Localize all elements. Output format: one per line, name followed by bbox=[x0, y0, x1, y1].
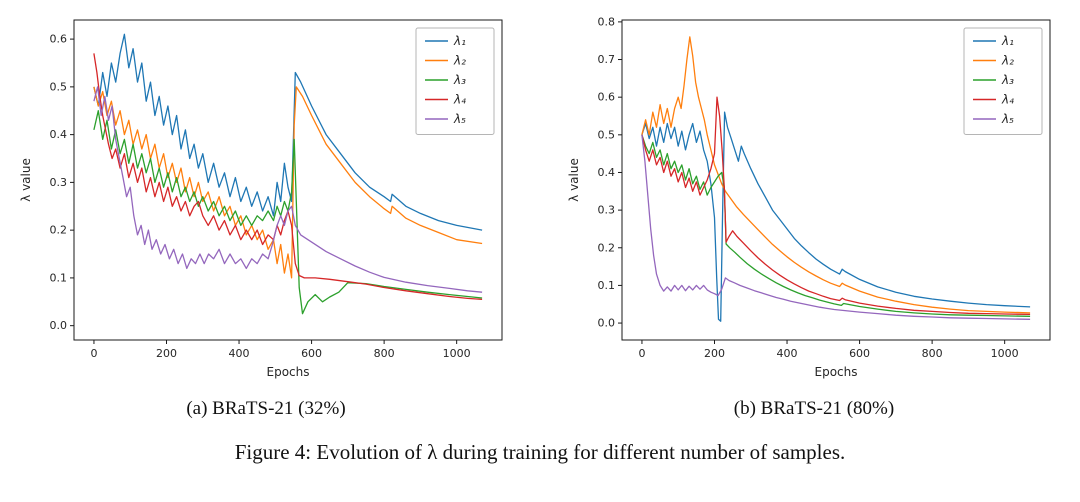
subcaption-b: (b) BRaTS-21 (80%) bbox=[733, 398, 895, 419]
y-tick-label: 0.5 bbox=[598, 128, 616, 141]
legend-label: λ₅ bbox=[1001, 112, 1014, 126]
y-tick-label: 0.0 bbox=[598, 317, 616, 330]
y-tick-label: 0.6 bbox=[50, 33, 68, 46]
series-line-4 bbox=[93, 53, 483, 301]
legend-label: λ₁ bbox=[1001, 34, 1014, 48]
y-tick-label: 0.5 bbox=[50, 80, 68, 93]
series-line-2 bbox=[93, 86, 483, 279]
x-tick-label: 200 bbox=[156, 347, 177, 360]
series-line-5 bbox=[641, 134, 1031, 320]
x-tick-label: 600 bbox=[301, 347, 322, 360]
x-tick-label: 200 bbox=[704, 347, 725, 360]
y-tick-label: 0.2 bbox=[50, 224, 68, 237]
x-tick-label: 400 bbox=[777, 347, 798, 360]
figures-row: 0 200 400 600 800 1000 0.0 0.1 0.2 0.3 0.4 0.5 0.6 Ep… bbox=[0, 8, 1080, 420]
y-tick-label: 0.6 bbox=[598, 91, 616, 104]
legend-box bbox=[963, 27, 1043, 135]
legend-label: λ₂ bbox=[1001, 54, 1014, 68]
x-tick-label: 1000 bbox=[443, 347, 471, 360]
x-tick-label: 800 bbox=[374, 347, 395, 360]
x-tick-label: 1000 bbox=[991, 347, 1019, 360]
legend-label: λ₃ bbox=[453, 73, 466, 87]
y-tick-label: 0.0 bbox=[50, 319, 68, 332]
y-tick-label: 0.1 bbox=[50, 271, 68, 284]
line-chart-b: 0 200 400 600 800 1000 0.0 0.1 0.2 0.3 0.4 0.5 0.6 0.… bbox=[567, 15, 1051, 379]
subfigure-b: 0 200 400 600 800 1000 0.0 0.1 0.2 0.3 0.4 0.5 0.6 0.… bbox=[564, 8, 1064, 420]
x-axis-label: Epochs bbox=[267, 365, 310, 379]
x-tick-label: 800 bbox=[922, 347, 943, 360]
series-line-4 bbox=[641, 96, 1031, 316]
series-line-3 bbox=[93, 110, 483, 315]
legend-label: λ₄ bbox=[1001, 93, 1014, 107]
line-chart-a: 0 200 400 600 800 1000 0.0 0.1 0.2 0.3 0.4 0.5 0.6 Ep… bbox=[19, 19, 503, 379]
x-tick-label: 400 bbox=[229, 347, 250, 360]
legend-label: λ₂ bbox=[453, 54, 466, 68]
series-line-1 bbox=[93, 33, 483, 231]
series-line-3 bbox=[641, 134, 1031, 317]
x-tick-label: 0 bbox=[90, 347, 97, 360]
series-line-1 bbox=[641, 111, 1031, 322]
subcaption-a: (a) BRaTS-21 (32%) bbox=[186, 398, 346, 419]
y-tick-label: 0.1 bbox=[598, 279, 616, 292]
y-tick-label: 0.7 bbox=[598, 53, 616, 66]
y-tick-label: 0.3 bbox=[598, 204, 616, 217]
y-axis-label: λ value bbox=[19, 158, 33, 202]
legend-label: λ₄ bbox=[453, 93, 466, 107]
series-line-2 bbox=[641, 36, 1031, 314]
figure-caption: Figure 4: Evolution of λ during training… bbox=[234, 440, 846, 464]
y-tick-label: 0.4 bbox=[50, 128, 68, 141]
x-tick-label: 0 bbox=[638, 347, 645, 360]
x-axis-label: Epochs bbox=[815, 365, 858, 379]
legend-box bbox=[415, 27, 495, 135]
x-tick-label: 600 bbox=[849, 347, 870, 360]
legend-label: λ₃ bbox=[1001, 73, 1014, 87]
y-tick-label: 0.4 bbox=[598, 166, 616, 179]
legend-label: λ₁ bbox=[453, 34, 466, 48]
series-line-5 bbox=[93, 86, 483, 293]
y-tick-label: 0.8 bbox=[598, 15, 616, 28]
y-tick-label: 0.2 bbox=[598, 241, 616, 254]
y-axis-label: λ value bbox=[567, 158, 581, 202]
y-tick-label: 0.3 bbox=[50, 176, 68, 189]
subfigure-a: 0 200 400 600 800 1000 0.0 0.1 0.2 0.3 0.4 0.5 0.6 Ep… bbox=[16, 8, 516, 420]
legend-label: λ₅ bbox=[453, 112, 466, 126]
